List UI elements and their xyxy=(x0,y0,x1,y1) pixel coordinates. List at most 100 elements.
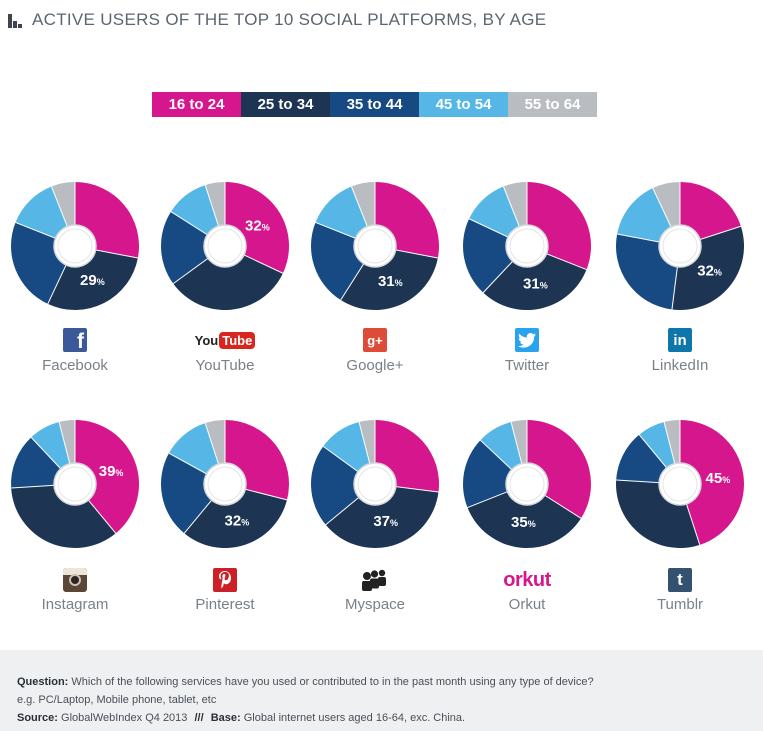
platform-name-tumblr: Tumblr xyxy=(656,596,704,613)
youtube-icon-part: Tube xyxy=(219,331,256,349)
myspace-icon-part xyxy=(370,570,379,578)
legend-item: 45 to 54 xyxy=(419,92,508,117)
percent-label: 31% xyxy=(523,276,548,293)
percent-label: 37% xyxy=(373,513,398,530)
platform-name-orkut: Orkut xyxy=(508,596,546,613)
pie-slice xyxy=(463,218,527,293)
pie-pinterest: 32% xyxy=(161,420,290,549)
instagram-icon-part xyxy=(63,568,87,592)
pie-slice xyxy=(325,484,439,549)
chart-title: ACTIVE USERS OF THE TOP 10 SOCIAL PLATFO… xyxy=(32,10,547,29)
orkut-icon: orkut xyxy=(487,567,567,593)
pie-slice xyxy=(75,420,140,534)
pie-twitter: 31% xyxy=(463,182,592,310)
pie-center-hole xyxy=(662,228,698,264)
percent-label: 32% xyxy=(697,263,722,280)
pie-center-hole xyxy=(509,466,545,502)
percent-label: 45% xyxy=(706,470,731,487)
platform-name-linkedin: LinkedIn xyxy=(651,357,709,374)
pie-slice xyxy=(680,420,745,545)
pie-slice xyxy=(160,211,225,284)
question-line: Question: Which of the following service… xyxy=(17,676,594,688)
myspace-icon-part xyxy=(378,569,386,577)
platform-name-youtube: YouTube xyxy=(195,357,255,374)
percent-label: 32% xyxy=(225,513,250,530)
legend-item: 35 to 44 xyxy=(330,92,419,117)
myspace-icon-part xyxy=(362,581,372,591)
pie-slice xyxy=(680,182,741,246)
twitter-icon-part xyxy=(518,332,536,348)
youtube-icon-part: You Tube xyxy=(194,331,256,349)
pie-slice xyxy=(462,440,527,508)
pie-charts: 29% 32% 31% 31% 32% 39% 32% 37% 35% 45% xyxy=(10,181,745,549)
question-note: e.g. PC/Laptop, Mobile phone, tablet, et… xyxy=(17,694,217,706)
youtube-icon: You Tube xyxy=(185,327,265,353)
instagram-icon-part xyxy=(63,568,87,575)
pie-center-hole xyxy=(57,466,93,502)
source-text: GlobalWebIndex Q4 2013 xyxy=(61,712,188,724)
source-line: Source: GlobalWebIndex Q4 2013 /// Base:… xyxy=(17,712,465,724)
pie-center-hole xyxy=(357,466,393,502)
separator: /// xyxy=(194,712,204,724)
pie-center-hole xyxy=(57,228,93,264)
legend-item: 16 to 24 xyxy=(152,92,241,117)
pie-slice xyxy=(173,246,283,311)
pie-youtube: 32% xyxy=(160,182,290,311)
pie-slice xyxy=(467,484,582,549)
question-text: Which of the following services have you… xyxy=(71,676,594,688)
pie-slice xyxy=(161,453,225,534)
percent-label: 35% xyxy=(511,514,536,531)
source-label: Source: xyxy=(17,712,58,724)
percent-label: 31% xyxy=(378,273,403,290)
instagram-icon xyxy=(35,567,115,593)
chart-footer: Question: Which of the following service… xyxy=(0,650,763,731)
myspace-icon xyxy=(335,567,415,593)
myspace-icon-part xyxy=(363,572,371,580)
twitter-icon-part xyxy=(515,328,539,352)
platform-name-facebook: Facebook xyxy=(42,357,108,374)
pie-orkut: 35% xyxy=(462,419,592,549)
pinterest-icon-part xyxy=(219,571,231,589)
pie-slice xyxy=(310,446,375,525)
instagram-icon-part xyxy=(69,574,81,586)
base-text: Global internet users aged 16-64, exc. C… xyxy=(243,712,466,724)
platform-name-myspace: Myspace xyxy=(344,596,406,613)
facebook-icon: f xyxy=(35,327,115,353)
tumblr-icon-part: t xyxy=(668,568,692,592)
pie-center-hole xyxy=(662,466,698,502)
twitter-icon-part xyxy=(518,332,536,348)
platform-name-instagram: Instagram xyxy=(41,596,109,613)
pie-facebook: 29% xyxy=(10,182,140,311)
pie-center-hole xyxy=(207,228,243,264)
chart-header: ACTIVE USERS OF THE TOP 10 SOCIAL PLATFO… xyxy=(8,10,546,30)
pie-slice xyxy=(483,246,587,310)
pie-slice xyxy=(11,484,116,548)
percent-label: 32% xyxy=(245,217,270,234)
platform-name-twitter: Twitter xyxy=(504,357,550,374)
pinterest-icon xyxy=(185,567,265,593)
google-plus-icon-part: g+ xyxy=(363,328,387,352)
platform-name-pinterest: Pinterest xyxy=(195,596,255,613)
linkedin-icon-part: in xyxy=(668,328,692,352)
youtube-icon-part: You xyxy=(194,332,219,348)
pinterest-icon-part xyxy=(213,568,237,592)
myspace-icon-part xyxy=(370,578,379,589)
twitter-icon xyxy=(487,327,567,353)
pie-google-: 31% xyxy=(310,181,440,311)
orkut-icon-part: orkut xyxy=(503,568,551,591)
platform-name-google-: Google+ xyxy=(346,357,404,374)
percent-label: 39% xyxy=(99,463,124,480)
pie-slice xyxy=(184,484,287,549)
pie-myspace: 37% xyxy=(310,420,440,549)
legend-item: 25 to 34 xyxy=(241,92,330,117)
myspace-icon-part xyxy=(378,577,386,586)
pie-center-hole xyxy=(509,228,545,264)
pie-center-hole xyxy=(207,466,243,502)
tumblr-icon: t xyxy=(640,567,720,593)
pie-instagram: 39% xyxy=(11,420,140,548)
pie-tumblr: 45% xyxy=(616,420,745,549)
pie-center-hole xyxy=(357,228,393,264)
question-label: Question: xyxy=(17,676,69,688)
legend: 16 to 24 25 to 34 35 to 44 45 to 54 55 to 64 xyxy=(152,92,597,117)
myspace-icon-part xyxy=(362,569,386,591)
